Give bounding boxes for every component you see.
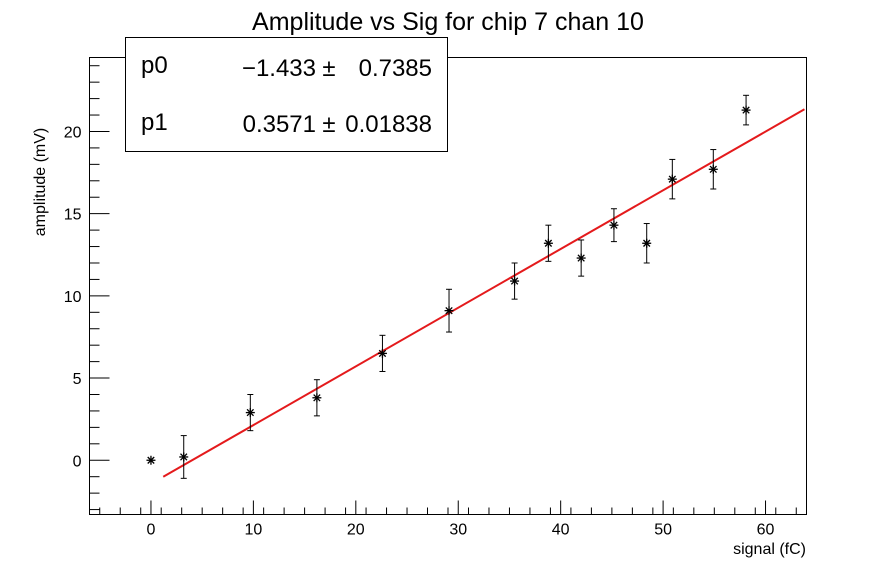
star-stroke: [378, 349, 387, 358]
star-marker: [543, 238, 553, 248]
y-tick-label: 15: [64, 207, 82, 224]
star-stroke: [643, 239, 651, 247]
star-marker: [312, 393, 322, 403]
star-stroke: [668, 175, 677, 183]
star-marker: [667, 174, 677, 184]
stats-p0-value: −1.433: [242, 55, 316, 82]
x-tick-label: 40: [552, 522, 570, 539]
y-tick-label: 20: [64, 124, 82, 141]
stats-p0-name: p0: [141, 52, 168, 79]
stats-p1-name: p1: [141, 109, 168, 136]
star-marker: [609, 220, 619, 230]
stats-p1-error: 0.01838: [345, 111, 432, 138]
star-marker: [741, 105, 751, 115]
stats-p0-error: 0.7385: [359, 55, 432, 82]
star-stroke: [577, 254, 585, 262]
x-axis: 0 10 20 30 40 50 60: [99, 500, 797, 539]
star-stroke: [246, 408, 255, 417]
star-marker: [146, 455, 156, 465]
fit-line: [162, 108, 805, 478]
data-point: [312, 379, 322, 417]
star-marker: [179, 452, 189, 462]
x-tick-label: 0: [147, 522, 156, 539]
star-marker: [642, 238, 652, 248]
y-tick-label: 10: [64, 289, 82, 306]
star-marker: [377, 348, 387, 358]
star-stroke: [445, 306, 453, 315]
data-point: [510, 262, 520, 300]
x-tick-label: 50: [654, 522, 672, 539]
x-tick-label: 30: [449, 522, 467, 539]
star-marker: [708, 164, 718, 174]
stats-p1-pm: ±: [322, 111, 335, 138]
data-point: [642, 223, 652, 264]
data-point: [146, 455, 156, 465]
star-stroke: [544, 239, 553, 247]
star-stroke: [313, 394, 321, 402]
y-tick-label: 5: [73, 371, 82, 388]
star-marker: [245, 408, 255, 418]
data-point: [377, 334, 387, 372]
star-marker: [444, 306, 454, 316]
data-point: [667, 158, 677, 200]
data-point: [708, 149, 718, 190]
data-point: [543, 224, 553, 262]
data-point: [179, 435, 189, 479]
star-stroke: [147, 456, 155, 464]
data-point: [741, 94, 751, 126]
stats-box: p0 −1.433 ± 0.7385 p1 0.3571 ± 0.01838: [125, 37, 448, 152]
x-tick-label: 10: [244, 522, 262, 539]
star-marker: [510, 276, 520, 286]
star-stroke: [610, 221, 618, 229]
data-point: [609, 208, 619, 243]
star-stroke: [742, 106, 750, 114]
data-point: [576, 239, 586, 277]
star-stroke: [510, 277, 519, 285]
x-tick-label: 60: [757, 522, 775, 539]
y-axis: 0 5 10 15 20: [64, 65, 110, 511]
y-axis-label: amplitude (mV): [32, 128, 49, 236]
stats-p1-value: 0.3571: [243, 111, 316, 138]
data-point: [444, 288, 454, 333]
stats-box-frame: [125, 37, 448, 152]
chart-title: Amplitude vs Sig for chip 7 chan 10: [252, 8, 644, 36]
points-layer: [146, 94, 751, 479]
x-tick-label: 20: [347, 522, 365, 539]
star-stroke: [180, 453, 188, 461]
x-axis-label: signal (fC): [733, 541, 806, 558]
fit-layer: [162, 108, 805, 478]
star-stroke: [709, 165, 717, 173]
data-point: [245, 393, 255, 432]
y-tick-label: 0: [73, 453, 82, 470]
stats-p0-pm: ±: [322, 55, 335, 82]
star-marker: [576, 253, 586, 263]
